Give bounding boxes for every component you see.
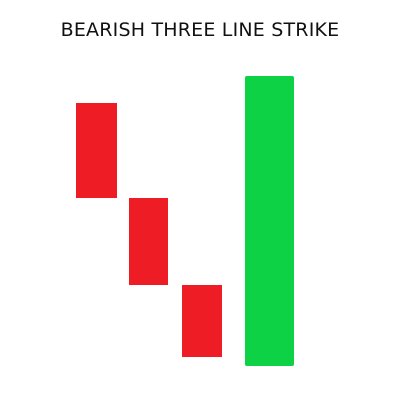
bearish-candle-2	[129, 198, 168, 285]
bearish-candle-3	[182, 285, 222, 357]
bullish-candle	[245, 76, 294, 366]
diagram-title: BEARISH THREE LINE STRIKE	[60, 19, 340, 41]
bearish-candle-1	[76, 103, 117, 198]
